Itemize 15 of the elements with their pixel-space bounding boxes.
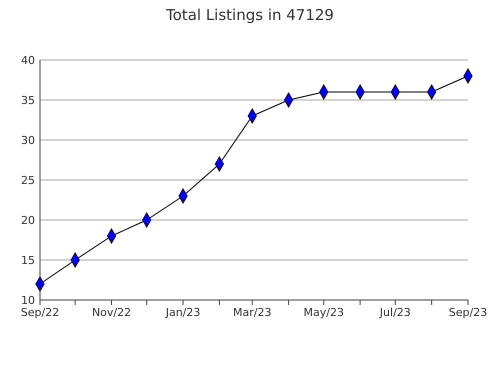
y-tick-label: 10 [21,294,35,307]
y-tick-label: 20 [21,214,35,227]
y-tick-label: 40 [21,54,35,67]
x-tick-label: May/23 [304,306,344,319]
y-tick-label: 30 [21,134,35,147]
x-tick-label: Jul/23 [378,306,411,319]
y-tick-label: 15 [21,254,35,267]
chart-title: Total Listings in 47129 [165,6,334,24]
y-tick-label: 25 [21,174,35,187]
x-tick-label: Nov/22 [92,306,132,319]
x-tick-label: Mar/23 [233,306,272,319]
y-tick-label: 35 [21,94,35,107]
x-tick-label: Sep/22 [20,306,60,319]
x-tick-label: Sep/23 [448,306,488,319]
x-tick-label: Jan/23 [164,306,200,319]
